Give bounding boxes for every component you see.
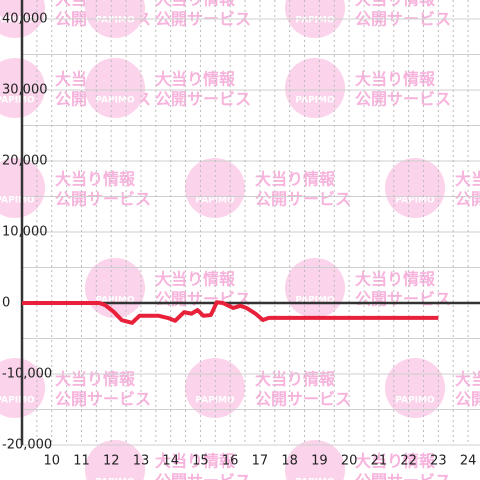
watermark-line1: 大当り情報 [455, 170, 480, 189]
watermark-logo-circle [385, 358, 445, 418]
watermark-logo-circle [185, 158, 245, 218]
watermark-logo: PAPIMO [0, 16, 35, 26]
y-tick-label: 0 [2, 296, 10, 311]
watermark-logo: PAPIMO [0, 196, 35, 206]
x-tick-label: 11 [73, 454, 90, 469]
watermark-line2: 公開サービス [355, 90, 451, 109]
watermark-line1: 大当り情報 [255, 370, 336, 389]
x-tick-label: 19 [311, 454, 328, 469]
watermark-line1: 大当り情報 [255, 170, 336, 189]
watermark-logo: PAPIMO [0, 96, 35, 106]
watermark-logo: PAPIMO [95, 478, 135, 480]
watermark-line1: 大当り情報 [55, 170, 136, 189]
x-tick-label: 21 [371, 454, 388, 469]
watermark-logo: PAPIMO [295, 296, 335, 306]
watermark-line2: 公開サービス [55, 190, 151, 209]
x-tick-label: 12 [103, 454, 120, 469]
watermark-line2: 公開サービス [255, 190, 351, 209]
x-tick-label: 20 [341, 454, 358, 469]
x-tick-label: 18 [281, 454, 298, 469]
watermark-logo-circle [285, 58, 345, 118]
watermark-line1: 大当り情報 [455, 370, 480, 389]
x-tick-label: 15 [192, 454, 209, 469]
watermark-line1: 大当り情報 [55, 370, 136, 389]
watermark-line1: 大当り情報 [155, 452, 236, 471]
watermark-logo-circle [85, 440, 145, 480]
x-tick-label: 24 [460, 454, 477, 469]
watermark-logo: PAPIMO [95, 296, 135, 306]
watermark-logo: PAPIMO [395, 396, 435, 406]
watermark-logo: PAPIMO [0, 396, 35, 406]
y-tick-label: 20,000 [2, 154, 48, 169]
y-tick-label: 40,000 [2, 12, 48, 27]
watermark-line1: 大当り情報 [155, 270, 236, 289]
watermark-logo: PAPIMO [95, 16, 135, 26]
y-tick-label: -20,000 [2, 438, 52, 453]
watermark-line2: 公開サービス [255, 390, 351, 409]
watermark-logo-circle [185, 358, 245, 418]
x-tick-label: 23 [430, 454, 447, 469]
watermark-line1: 大当り情報 [355, 452, 436, 471]
watermark-line2: 公開サービス [455, 390, 480, 409]
watermark-line2: 公開サービス [155, 472, 251, 480]
watermark-line1: 大当り情報 [355, 0, 436, 9]
x-tick-label: 17 [252, 454, 269, 469]
watermark-line2: 公開サービス [55, 390, 151, 409]
watermark-line1: 大当り情報 [355, 270, 436, 289]
watermark-line1: 大当り情報 [355, 70, 436, 89]
series-line [22, 300, 439, 325]
watermark-logo: PAPIMO [295, 478, 335, 480]
x-tick-label: 10 [43, 454, 60, 469]
x-tick-label: 14 [162, 454, 179, 469]
watermark-logo-circle [385, 158, 445, 218]
watermark-logo: PAPIMO [295, 96, 335, 106]
watermark-line2: 公開サービス [355, 472, 451, 480]
watermark-line1: 大当り情報 [155, 70, 236, 89]
watermark-logo: PAPIMO [295, 16, 335, 26]
y-tick-label: 30,000 [2, 83, 48, 98]
x-tick-label: 22 [400, 454, 417, 469]
watermark-logo: PAPIMO [95, 96, 135, 106]
watermark-logo-circle [85, 58, 145, 118]
watermark-logo: PAPIMO [395, 196, 435, 206]
watermark-line1: 大当り情報 [155, 0, 236, 9]
y-tick-label: -10,000 [2, 367, 52, 382]
watermark-line2: 公開サービス [355, 290, 451, 309]
x-tick-label: 13 [133, 454, 150, 469]
x-tick-label: 16 [222, 454, 239, 469]
watermark-line2: 公開サービス [455, 190, 480, 209]
plot: -20,000 -10,000 0 10,000 20,000 30,000 40,000 1… [2, 0, 480, 469]
watermark-line2: 公開サービス [155, 90, 251, 109]
grid [22, 0, 480, 446]
watermark-logo-circle [285, 440, 345, 480]
y-tick-label: 10,000 [2, 225, 48, 240]
